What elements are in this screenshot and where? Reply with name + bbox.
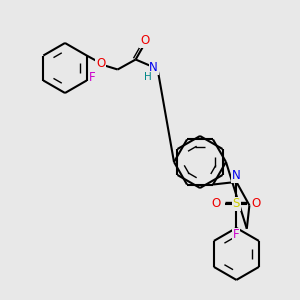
- Text: F: F: [89, 71, 96, 84]
- Text: H: H: [144, 71, 152, 82]
- Text: N: N: [232, 169, 241, 182]
- Text: O: O: [96, 57, 105, 70]
- Text: F: F: [233, 228, 240, 242]
- Text: O: O: [212, 197, 221, 210]
- Text: S: S: [233, 197, 240, 210]
- Text: O: O: [140, 34, 149, 47]
- Text: N: N: [149, 61, 158, 74]
- Text: O: O: [252, 197, 261, 210]
